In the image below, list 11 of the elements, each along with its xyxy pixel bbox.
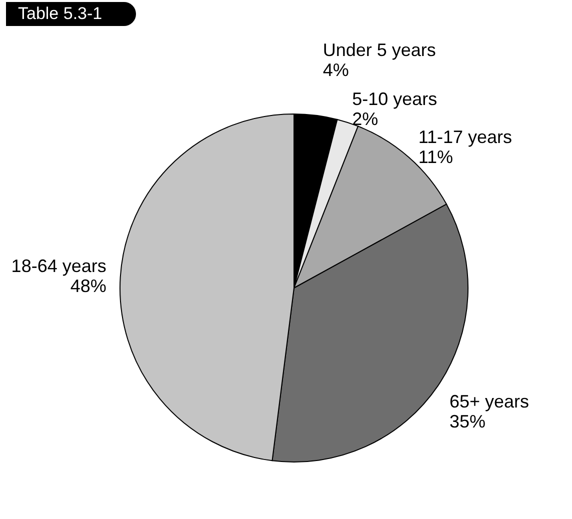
slice-label: 18-64 years [11, 256, 106, 276]
slice-label: 5-10 years [352, 89, 438, 110]
chart-title: Table 5.3-1 [6, 2, 136, 26]
data-label: 4% [322, 60, 349, 80]
slice-label: 65+ years [449, 392, 530, 412]
data-label: 2% [352, 109, 378, 130]
slice-label: 11-17 years [418, 126, 512, 147]
data-label: 11% [418, 146, 454, 167]
data-label: 35% [449, 412, 486, 432]
data-label: 48% [70, 276, 106, 296]
slice-label: Under 5 years [322, 40, 436, 60]
